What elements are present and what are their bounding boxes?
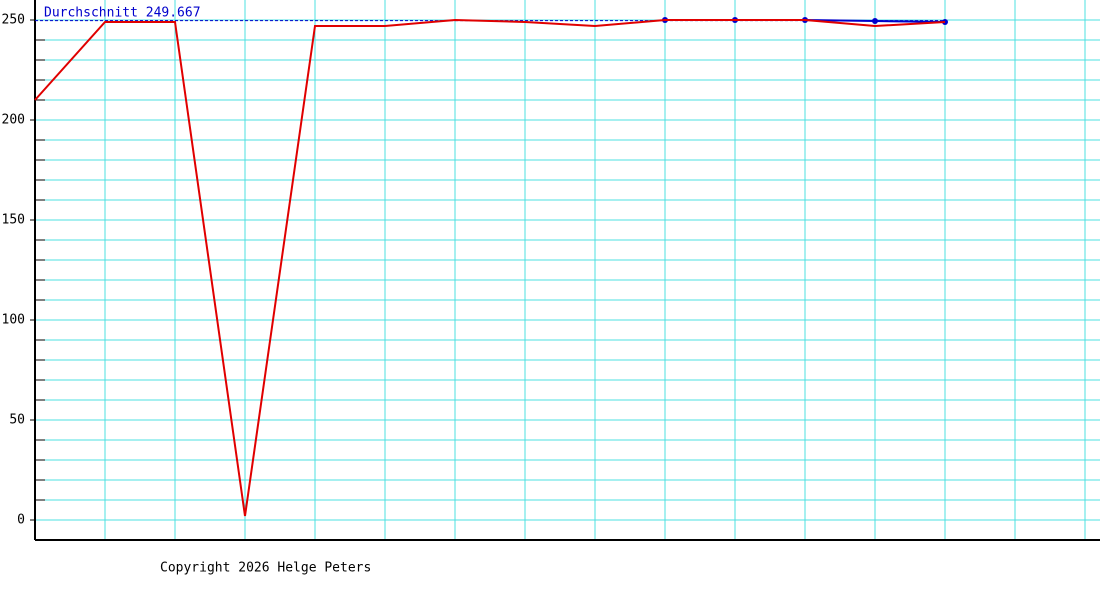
y-tick-label: 200: [2, 113, 25, 128]
series-line: [34, 18, 946, 517]
y-tick-label: 0: [17, 513, 25, 528]
average-label: Durchschnitt 249.667: [44, 6, 201, 21]
y-tick-label: 100: [2, 313, 25, 328]
y-tick-label: 150: [2, 213, 25, 228]
point: [872, 18, 878, 24]
copyright: Copyright 2026 Helge Peters: [160, 561, 371, 576]
y-tick-label: 50: [9, 413, 25, 428]
y-tick-label: 250: [2, 13, 25, 28]
